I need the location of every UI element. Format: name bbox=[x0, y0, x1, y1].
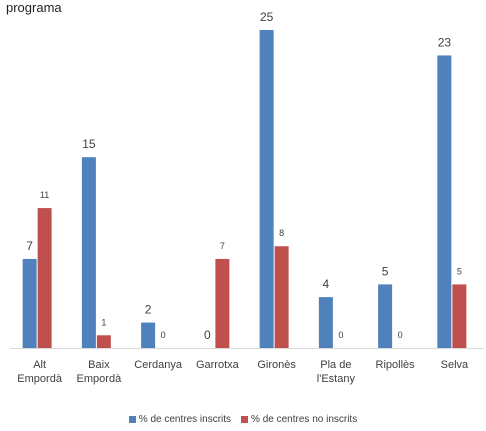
bar-2-1 bbox=[37, 208, 52, 348]
data-label-1-6: 4 bbox=[323, 277, 330, 291]
x-tick-label-6-1: Pla de bbox=[320, 359, 351, 371]
x-tick-label-6-2: l'Estany bbox=[317, 373, 356, 385]
x-tick-label-7: Ripollès bbox=[376, 359, 416, 371]
bar-1-8 bbox=[437, 55, 452, 348]
data-label-2-5: 8 bbox=[279, 228, 284, 238]
bar-1-3 bbox=[141, 322, 156, 348]
data-label-1-8: 23 bbox=[438, 35, 452, 49]
x-tick-label-2-1: Baix bbox=[88, 359, 110, 371]
data-label-2-3: 0 bbox=[161, 330, 166, 340]
x-tick-label-3: Cerdanya bbox=[134, 359, 183, 371]
legend-item-series-1: % de centres inscrits bbox=[128, 414, 232, 425]
x-tick-label-8: Selva bbox=[441, 359, 469, 371]
bar-1-2 bbox=[81, 157, 96, 348]
bar-1-1 bbox=[22, 258, 37, 348]
data-label-1-2: 15 bbox=[82, 137, 96, 151]
legend-label-series-1: % de centres inscrits bbox=[138, 414, 232, 425]
legend-swatch-series-2 bbox=[241, 416, 249, 423]
data-label-1-1: 7 bbox=[26, 239, 33, 253]
data-label-2-1: 11 bbox=[40, 190, 49, 200]
legend-swatch-series-1 bbox=[128, 416, 136, 423]
data-label-1-5: 25 bbox=[260, 10, 274, 24]
data-label-1-7: 5 bbox=[382, 264, 389, 278]
data-label-2-7: 0 bbox=[398, 330, 403, 340]
data-label-2-2: 1 bbox=[101, 317, 106, 327]
bar-1-7 bbox=[378, 284, 393, 348]
legend-label-series-2: % de centres no inscrits bbox=[251, 414, 358, 425]
data-label-2-4: 7 bbox=[220, 241, 225, 251]
legend-item-series-2: % de centres no inscrits bbox=[241, 414, 357, 425]
data-label-1-3: 2 bbox=[145, 303, 152, 317]
x-tick-label-1-1: Alt bbox=[33, 359, 46, 371]
bar-2-4 bbox=[215, 258, 230, 348]
x-tick-label-2-2: Empordà bbox=[77, 373, 123, 385]
bar-2-5 bbox=[274, 246, 289, 348]
x-tick-label-1-2: Empordà bbox=[17, 373, 63, 385]
data-label-2-8: 5 bbox=[457, 266, 462, 276]
bar-1-5 bbox=[259, 30, 274, 348]
chart-title: programa bbox=[6, 0, 62, 15]
bar-1-6 bbox=[318, 297, 333, 348]
x-tick-label-5: Gironès bbox=[257, 359, 296, 371]
legend: % de centres inscrits % de centres no in… bbox=[0, 414, 486, 425]
bar-2-8 bbox=[452, 284, 467, 348]
data-label-1-4: 0 bbox=[204, 328, 211, 342]
data-label-2-6: 0 bbox=[338, 330, 343, 340]
x-tick-label-4: Garrotxa bbox=[196, 359, 240, 371]
bar-2-2 bbox=[96, 335, 111, 348]
